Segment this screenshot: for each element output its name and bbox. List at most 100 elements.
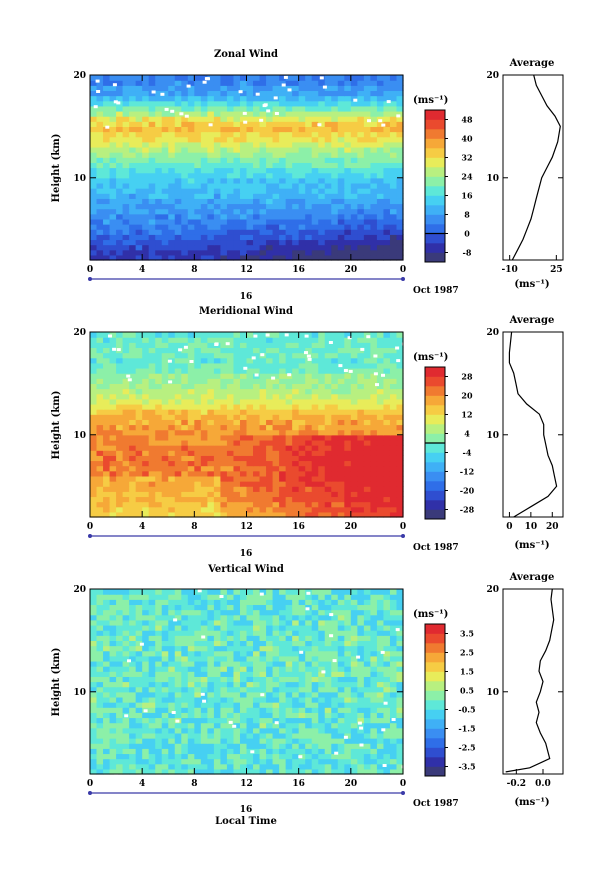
meridional-cell: [155, 383, 163, 390]
vertical-cell: [213, 686, 222, 693]
meridional-cell: [285, 450, 293, 456]
zonal-cell: [259, 244, 267, 251]
meridional-cell: [389, 393, 398, 400]
meridional-cell: [298, 496, 306, 503]
vertical-cell: [389, 696, 398, 703]
vertical-cell: [292, 666, 300, 672]
meridional-cell: [292, 388, 300, 395]
zonal-colorbar-swatch: [425, 176, 445, 187]
meridional-cell: [233, 475, 241, 482]
vertical-cell: [187, 686, 195, 693]
meridional-cell: [116, 445, 124, 451]
vertical-cell: [226, 727, 235, 734]
meridional-cell: [200, 501, 208, 508]
meridional-cell: [155, 496, 163, 503]
zonal-cell: [311, 208, 319, 215]
zonal-cell: [331, 182, 339, 189]
zonal-cell: [331, 85, 339, 92]
meridional-cell: [259, 362, 267, 369]
vertical-cell: [194, 635, 202, 641]
zonal-cell: [161, 239, 169, 246]
zonal-cell: [220, 239, 228, 246]
zonal-cell: [213, 177, 222, 184]
vertical-cell: [103, 727, 111, 734]
vertical-cell: [142, 681, 150, 688]
zonal-missing-cell: [386, 100, 391, 104]
vertical-cell: [350, 655, 358, 662]
zonal-cell: [96, 131, 104, 138]
vertical-cell: [298, 681, 306, 688]
zonal-cell: [116, 90, 124, 97]
vertical-cell: [148, 660, 156, 667]
meridional-cell: [253, 357, 261, 364]
vertical-cell: [200, 738, 208, 744]
zonal-cell: [129, 208, 137, 215]
meridional-missing-cell: [214, 342, 219, 346]
meridional-cell: [96, 450, 104, 456]
zonal-cell: [376, 126, 385, 133]
meridional-cell: [220, 378, 228, 384]
meridional-cell: [337, 439, 345, 446]
vertical-cell: [207, 758, 215, 765]
zonal-cell: [200, 126, 208, 133]
meridional-cell: [363, 445, 371, 451]
meridional-cell: [181, 373, 189, 379]
vertical-cell: [272, 676, 280, 683]
meridional-cell: [122, 367, 130, 374]
meridional-cell: [389, 332, 398, 338]
zonal-cell: [246, 146, 254, 153]
zonal-cell: [174, 239, 182, 246]
zonal-cell: [161, 254, 169, 261]
meridional-cell: [96, 481, 104, 487]
meridional-cell: [155, 450, 163, 456]
meridional-cell: [298, 511, 306, 518]
vertical-cell: [376, 681, 385, 688]
meridional-cell: [116, 393, 124, 400]
vertical-cell: [220, 748, 228, 755]
zonal-cell: [187, 75, 195, 81]
meridional-cell: [135, 501, 143, 508]
meridional-cell: [174, 362, 182, 369]
zonal-cell: [357, 157, 365, 163]
vertical-cell: [200, 650, 208, 657]
zonal-cell: [90, 152, 98, 158]
zonal-cell: [207, 75, 215, 81]
zonal-cell: [233, 152, 241, 158]
meridional-cell: [272, 511, 280, 518]
zonal-cell: [90, 131, 98, 138]
zonal-cell: [148, 198, 156, 205]
zonal-cell: [142, 95, 150, 102]
zonal-cell: [200, 224, 208, 230]
meridional-cell: [103, 496, 111, 503]
meridional-cell: [213, 409, 222, 415]
meridional-cell: [370, 373, 378, 379]
vertical-cell: [259, 753, 267, 760]
vertical-cell: [285, 666, 293, 672]
zonal-cell: [233, 116, 241, 122]
meridional-cell: [324, 419, 332, 426]
zonal-cell: [129, 244, 137, 251]
zonal-cell: [194, 208, 202, 215]
zonal-cell: [383, 224, 391, 230]
vertical-cell: [383, 732, 391, 739]
vertical-cell: [337, 717, 345, 724]
zonal-cell: [187, 188, 195, 194]
zonal-cell: [266, 224, 274, 230]
vertical-cell: [246, 696, 254, 703]
meridional-cell: [396, 419, 404, 426]
meridional-cell: [383, 378, 391, 384]
zonal-cell: [383, 85, 391, 92]
meridional-cell: [103, 373, 111, 379]
vertical-cell: [259, 712, 267, 719]
zonal-cell: [220, 213, 228, 220]
zonal-cell: [90, 85, 98, 92]
vertical-cell: [357, 640, 365, 647]
zonal-cell: [350, 100, 358, 107]
zonal-cell: [370, 136, 378, 143]
meridional-cell: [239, 501, 248, 508]
meridional-colorbar-swatch: [425, 386, 445, 396]
meridional-cell: [109, 378, 117, 384]
zonal-cell: [239, 116, 248, 122]
zonal-cell: [246, 110, 254, 117]
vertical-cell: [181, 655, 189, 662]
